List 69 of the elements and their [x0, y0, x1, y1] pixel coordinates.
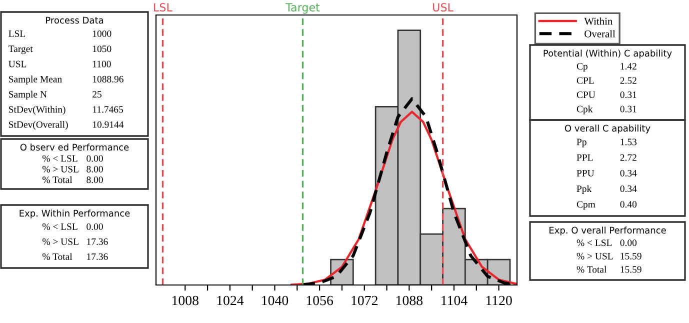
- legend-label: Within: [584, 17, 613, 25]
- legend-label: Overall: [584, 30, 616, 38]
- text: 0.34: [620, 185, 637, 192]
- text: 2.52: [620, 77, 636, 84]
- ref-line-label: LSL: [154, 3, 172, 12]
- text: Process Data: [46, 16, 104, 24]
- text: % Total: [42, 253, 72, 260]
- text: 1000: [92, 30, 112, 38]
- x-tick-label: 1104: [442, 296, 468, 306]
- text: 11.7465: [92, 106, 123, 113]
- text: 0.31: [620, 92, 636, 98]
- text: 2.72: [620, 154, 636, 161]
- text: % > USL: [42, 166, 78, 172]
- text: 10.9144: [92, 121, 124, 128]
- text: O verall C apability: [564, 124, 650, 134]
- text: O bserv ed Performance: [20, 144, 129, 151]
- text: StDev(Within): [9, 106, 66, 115]
- text: Target: [8, 46, 33, 54]
- text: 1100: [92, 60, 111, 68]
- text: Cpk: [576, 105, 593, 114]
- text: LSL: [8, 30, 26, 38]
- text: 0.00: [86, 155, 103, 162]
- text: % > USL: [576, 252, 613, 260]
- text: Ppk: [576, 185, 592, 194]
- text: 1.42: [620, 63, 636, 70]
- text: 1.53: [620, 138, 637, 146]
- text: % < LSL: [42, 223, 78, 230]
- text: 0.34: [620, 170, 637, 176]
- x-tick-label: 1088: [396, 296, 423, 306]
- text: Exp. Within Performance: [20, 210, 130, 218]
- x-tick-label: 1120: [486, 296, 512, 306]
- text: % < LSL: [42, 155, 78, 162]
- text: % Total: [42, 176, 72, 184]
- text: Potential (Within) C apability: [544, 50, 672, 58]
- x-tick-label: 1024: [217, 296, 244, 306]
- x-tick-label: 1072: [352, 296, 378, 306]
- x-tick-label: 1056: [306, 296, 334, 306]
- text: Exp. O verall Performance: [550, 226, 666, 236]
- text: PPU: [576, 170, 594, 176]
- text: CPL: [576, 77, 594, 84]
- text: StDev(Overall): [9, 121, 68, 130]
- text: Pp: [576, 138, 586, 148]
- text: PPL: [576, 154, 593, 161]
- text: 8.00: [86, 176, 103, 184]
- text: Sample Mean: [9, 76, 62, 84]
- x-tick-label: 1008: [172, 296, 198, 306]
- text: 15.59: [620, 252, 642, 260]
- text: 0.40: [620, 201, 637, 208]
- text: % Total: [576, 266, 606, 273]
- text: % < LSL: [576, 240, 612, 246]
- text: 8.00: [86, 166, 103, 172]
- text: 17.36: [87, 253, 108, 260]
- text: Cpm: [576, 201, 596, 210]
- text: 1050: [92, 46, 112, 52]
- text: 0.31: [620, 106, 636, 112]
- text: 17.36: [87, 238, 108, 245]
- text: USL: [8, 60, 26, 68]
- text: Sample N: [9, 90, 47, 100]
- x-tick-label: 1040: [262, 296, 288, 306]
- text: 0.00: [86, 223, 103, 230]
- text: % > USL: [42, 238, 78, 245]
- text: Cp: [576, 63, 588, 72]
- ref-line-label: Target: [286, 3, 320, 14]
- text: 25: [92, 91, 102, 98]
- text: 1088.96: [92, 76, 124, 82]
- ref-line-label: USL: [433, 3, 454, 12]
- text: 15.59: [620, 266, 642, 273]
- text: 0.00: [620, 240, 637, 246]
- text: CPU: [576, 92, 596, 98]
